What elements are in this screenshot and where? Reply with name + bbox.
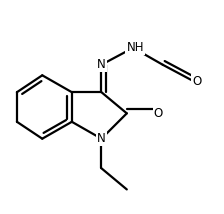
- Text: O: O: [154, 107, 163, 120]
- Text: N: N: [97, 58, 106, 71]
- Text: O: O: [192, 75, 201, 88]
- Text: N: N: [97, 132, 106, 145]
- Text: NH: NH: [127, 41, 144, 54]
